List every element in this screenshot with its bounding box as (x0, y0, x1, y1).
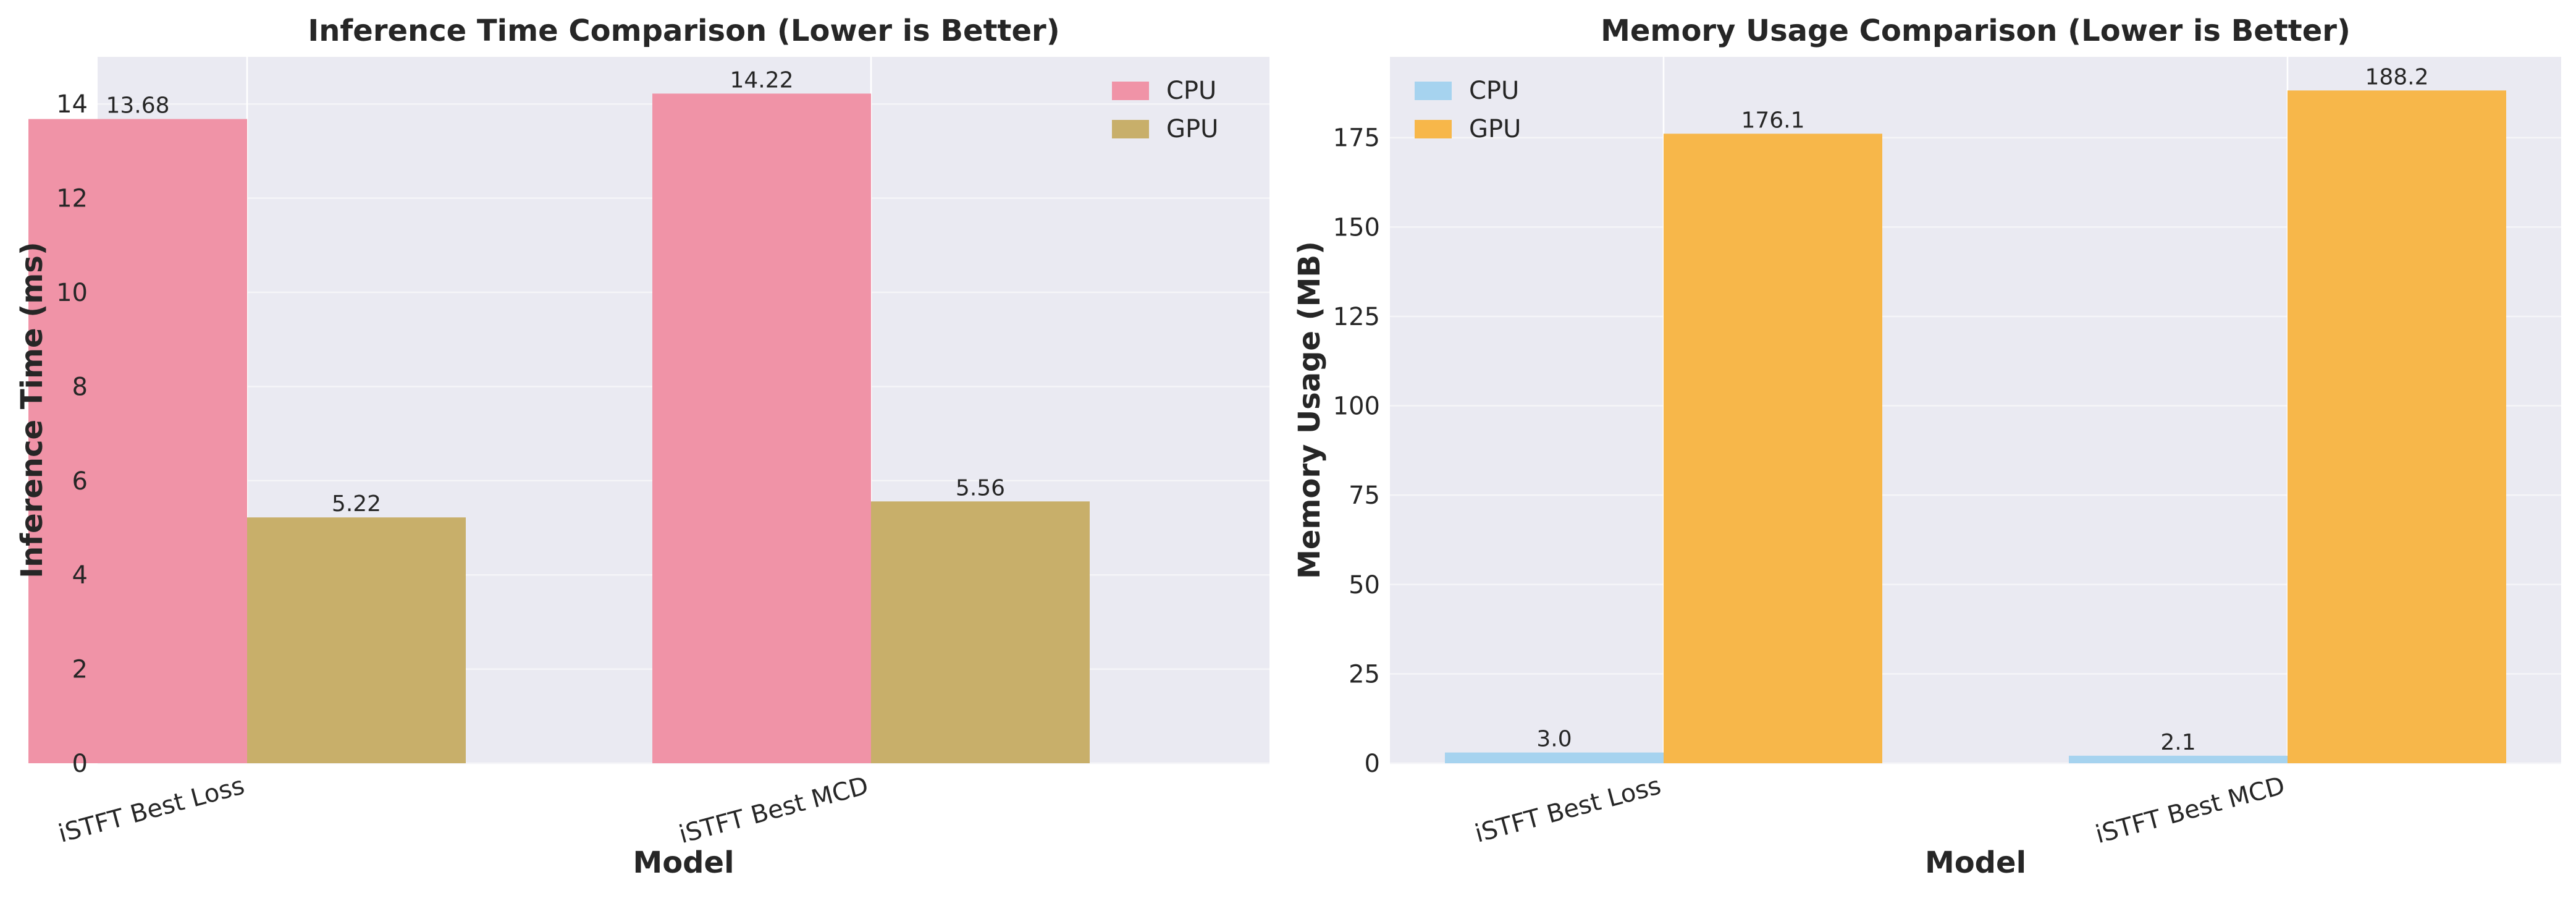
legend: CPU GPU (1112, 77, 1218, 143)
y-tick-label: 6 (72, 467, 88, 496)
y-tick-label: 4 (72, 561, 88, 590)
legend-label-gpu: GPU (1166, 115, 1218, 143)
bar-gpu-1 (1664, 133, 1882, 764)
y-tick-label: 10 (56, 279, 88, 307)
y-tick-label: 175 (1333, 124, 1380, 153)
bar-cpu-2 (2069, 755, 2288, 763)
bar-cpu-1 (1445, 752, 1664, 763)
bar-value-label: 3.0 (1536, 727, 1572, 752)
chart-1: 13.68 14.22 5.22 5.56 0 2 4 6 8 10 12 14 iSTFT Best … (15, 14, 1269, 880)
y-tick-label: 14 (56, 90, 88, 119)
legend-label-cpu: CPU (1469, 77, 1519, 105)
bar-value-label: 188.2 (2365, 64, 2428, 90)
legend-swatch-gpu (1112, 120, 1149, 138)
legend-label-gpu: GPU (1469, 115, 1521, 143)
x-tick-label: iSTFT Best Loss (1472, 771, 1664, 849)
bar-cpu-2 (652, 93, 871, 763)
y-tick-label: 75 (1349, 481, 1380, 510)
legend-swatch-gpu (1415, 120, 1452, 138)
bar-value-label: 13.68 (106, 93, 169, 119)
y-tick-label: 25 (1349, 660, 1380, 688)
legend: CPU GPU (1415, 77, 1521, 143)
y-tick-label: 8 (72, 373, 88, 401)
y-tick-label: 50 (1349, 571, 1380, 599)
bar-value-label: 5.22 (332, 491, 381, 517)
y-tick-label: 12 (56, 185, 88, 213)
legend-label-cpu: CPU (1166, 77, 1216, 105)
y-axis-label: Inference Time (ms) (15, 242, 49, 578)
bar-cpu-1 (28, 119, 247, 764)
y-tick-label: 100 (1333, 392, 1380, 421)
legend-swatch-cpu (1415, 82, 1452, 100)
bar-value-label: 176.1 (1741, 108, 1804, 133)
bar-value-label: 14.22 (730, 67, 793, 93)
x-axis-label: Model (633, 845, 734, 880)
legend-swatch-cpu (1112, 82, 1149, 100)
bar-gpu-1 (247, 517, 466, 763)
y-axis-label: Memory Usage (MB) (1292, 241, 1327, 579)
bar-value-label: 5.56 (956, 475, 1005, 501)
chart-title: Memory Usage Comparison (Lower is Better… (1601, 14, 2351, 48)
y-tick-label: 0 (1365, 750, 1380, 778)
bar-value-label: 2.1 (2160, 730, 2195, 755)
chart-2: 3.0 2.1 176.1 188.2 0 25 50 75 100 125 150 175 iSTFT… (1292, 14, 2561, 880)
y-tick-label: 0 (72, 750, 88, 778)
bar-gpu-2 (2288, 90, 2506, 763)
y-tick-label: 125 (1333, 303, 1380, 331)
y-tick-label: 150 (1333, 213, 1380, 242)
x-axis-label: Model (1925, 845, 2026, 880)
x-tick-label: iSTFT Best MCD (2092, 771, 2288, 849)
y-tick-label: 2 (72, 656, 88, 684)
bar-gpu-2 (871, 501, 1090, 763)
x-tick-label: iSTFT Best MCD (676, 771, 871, 849)
chart-title: Inference Time Comparison (Lower is Bett… (308, 14, 1059, 48)
x-tick-label: iSTFT Best Loss (56, 771, 248, 849)
